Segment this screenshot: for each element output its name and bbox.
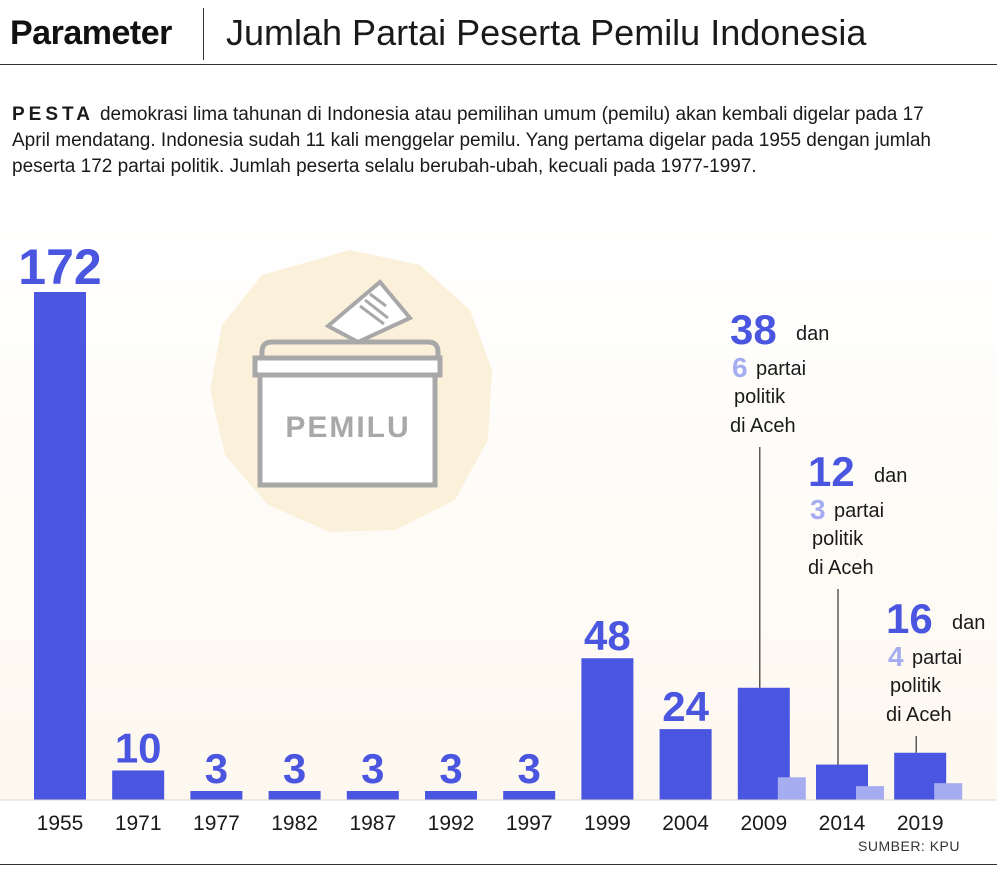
bottom-rule (0, 864, 997, 865)
x-tick-label: 2004 (662, 812, 709, 835)
aceh-bar-2019 (934, 783, 963, 800)
bar-1997 (503, 791, 556, 800)
ballot-box-icon (252, 339, 443, 488)
aceh-value-label: 3 (810, 494, 826, 525)
x-tick-label: 1955 (37, 812, 84, 835)
intro-text: demokrasi lima tahunan di Indonesia atau… (12, 104, 931, 177)
value-label: 3 (361, 745, 384, 792)
source-label: SUMBER: KPU (858, 838, 960, 854)
bar-2004 (659, 729, 712, 800)
x-tick-label: 1992 (428, 812, 475, 835)
x-tick-label: 1987 (349, 812, 396, 835)
ballot-illustration: PEMILU (210, 250, 492, 532)
annotation-text: politik (890, 675, 942, 697)
value-label: 12 (808, 448, 855, 495)
aceh-value-label: 6 (732, 352, 748, 383)
brand-label: Parameter (10, 14, 172, 52)
x-labels-group: 1955 1971 1977 1982 1987 1992 1997 1999 2004 2009… (37, 812, 944, 835)
annotation-dan: dan (874, 465, 907, 487)
bar-1971 (112, 770, 165, 800)
annotation-text: di Aceh (808, 557, 874, 579)
top-rule (0, 64, 997, 65)
aceh-bar-2009 (777, 777, 806, 800)
bar-1955 (34, 292, 86, 800)
intro-lead: PESTA (12, 104, 94, 125)
x-tick-label: 1997 (506, 812, 553, 835)
value-label: 3 (518, 745, 541, 792)
header: Parameter Jumlah Partai Peserta Pemilu I… (0, 0, 997, 64)
bars-group (34, 292, 947, 800)
bar-1992 (425, 791, 477, 800)
value-labels-group: 172 10 3 3 3 3 3 48 24 (18, 239, 709, 792)
ballot-paper-icon (324, 279, 414, 345)
annotation-text: partai (834, 500, 884, 522)
x-tick-label: 2009 (740, 812, 787, 835)
page-title: Jumlah Partai Peserta Pemilu Indonesia (226, 12, 867, 53)
value-label: 24 (662, 683, 709, 730)
value-label: 16 (886, 595, 933, 642)
aceh-bars-group (777, 777, 963, 800)
value-label: 10 (115, 724, 162, 771)
chart-background (0, 215, 997, 800)
value-label: 172 (18, 239, 101, 295)
x-tick-label: 1982 (271, 812, 318, 835)
annotation-text: di Aceh (730, 415, 796, 437)
annotation-text: partai (912, 647, 962, 669)
value-label: 3 (439, 745, 462, 792)
aceh-bar-2014 (856, 786, 884, 800)
ballot-label: PEMILU (285, 411, 410, 444)
value-label: 3 (205, 745, 228, 792)
annotation-dan: dan (796, 323, 829, 345)
annotation-text: politik (734, 386, 786, 408)
x-tick-label: 1999 (584, 812, 631, 835)
annotations-group: 38 dan 6 partai politik di Aceh 12 dan 3 partai po… (730, 306, 985, 765)
x-tick-label: 2014 (819, 812, 866, 835)
value-label: 3 (283, 745, 306, 792)
annotation-dan: dan (952, 612, 985, 634)
x-tick-label: 1971 (115, 812, 162, 835)
aceh-value-label: 4 (888, 641, 904, 672)
annotation-text: di Aceh (886, 704, 952, 726)
header-divider (203, 8, 204, 60)
x-tick-label: 1977 (193, 812, 240, 835)
bar-1982 (268, 791, 321, 800)
bar-1999 (581, 658, 634, 800)
value-label: 38 (730, 306, 777, 353)
x-tick-label: 2019 (897, 812, 944, 835)
annotation-text: partai (756, 358, 806, 380)
annotation-text: politik (812, 528, 864, 550)
bar-1987 (346, 791, 399, 800)
value-label: 48 (584, 612, 631, 659)
intro-paragraph: PESTA demokrasi lima tahunan di Indonesia… (12, 102, 932, 180)
bar-1977 (190, 791, 243, 800)
